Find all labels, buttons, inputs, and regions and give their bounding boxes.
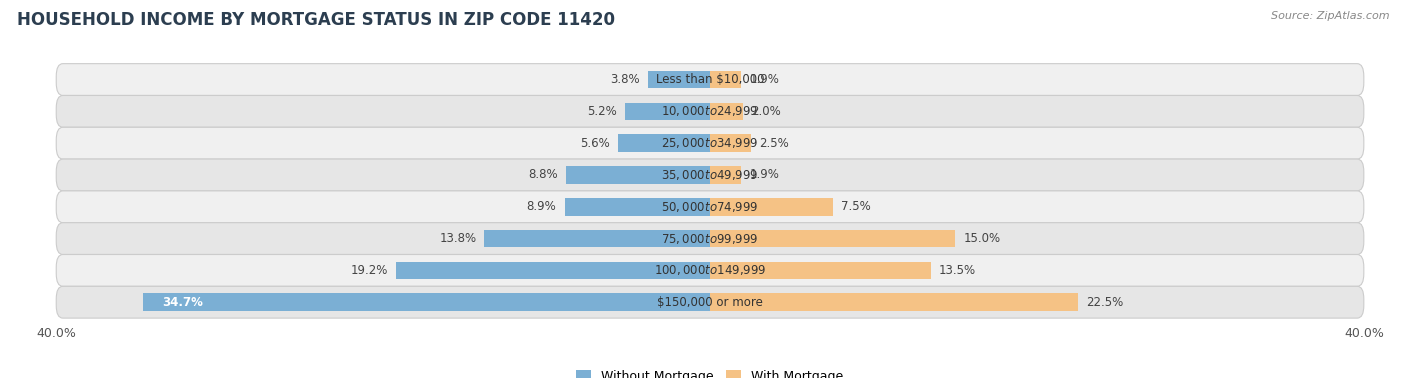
Text: $100,000 to $149,999: $100,000 to $149,999: [654, 263, 766, 277]
Text: Source: ZipAtlas.com: Source: ZipAtlas.com: [1271, 11, 1389, 21]
FancyBboxPatch shape: [56, 127, 1364, 159]
Text: 8.9%: 8.9%: [527, 200, 557, 213]
Bar: [710, 293, 1078, 311]
Bar: [485, 230, 710, 247]
Legend: Without Mortgage, With Mortgage: Without Mortgage, With Mortgage: [571, 365, 849, 378]
Text: 15.0%: 15.0%: [963, 232, 1001, 245]
Bar: [565, 198, 710, 215]
Text: $75,000 to $99,999: $75,000 to $99,999: [661, 232, 759, 246]
Text: 5.6%: 5.6%: [581, 137, 610, 150]
Text: 22.5%: 22.5%: [1085, 296, 1123, 309]
Text: 34.7%: 34.7%: [163, 296, 204, 309]
Text: $35,000 to $49,999: $35,000 to $49,999: [661, 168, 759, 182]
Text: 1.9%: 1.9%: [749, 73, 779, 86]
Text: 13.8%: 13.8%: [439, 232, 477, 245]
Bar: [396, 262, 710, 279]
FancyBboxPatch shape: [56, 191, 1364, 223]
Text: 1.9%: 1.9%: [749, 169, 779, 181]
Bar: [710, 102, 742, 120]
Text: 7.5%: 7.5%: [841, 200, 870, 213]
Bar: [710, 135, 751, 152]
Text: 3.8%: 3.8%: [610, 73, 640, 86]
Bar: [619, 135, 710, 152]
Bar: [710, 71, 741, 88]
Text: $150,000 or more: $150,000 or more: [657, 296, 763, 309]
FancyBboxPatch shape: [56, 286, 1364, 318]
Bar: [710, 166, 741, 184]
FancyBboxPatch shape: [56, 223, 1364, 254]
Text: HOUSEHOLD INCOME BY MORTGAGE STATUS IN ZIP CODE 11420: HOUSEHOLD INCOME BY MORTGAGE STATUS IN Z…: [17, 11, 614, 29]
Text: 2.5%: 2.5%: [759, 137, 789, 150]
Bar: [710, 262, 931, 279]
Bar: [567, 166, 710, 184]
Bar: [626, 102, 710, 120]
FancyBboxPatch shape: [56, 64, 1364, 96]
Bar: [648, 71, 710, 88]
Text: $25,000 to $34,999: $25,000 to $34,999: [661, 136, 759, 150]
Bar: [710, 198, 832, 215]
Bar: [710, 230, 955, 247]
FancyBboxPatch shape: [56, 254, 1364, 286]
Text: 13.5%: 13.5%: [939, 264, 976, 277]
Text: 5.2%: 5.2%: [588, 105, 617, 118]
Bar: [143, 293, 710, 311]
FancyBboxPatch shape: [56, 96, 1364, 127]
Text: $10,000 to $24,999: $10,000 to $24,999: [661, 104, 759, 118]
Text: Less than $10,000: Less than $10,000: [655, 73, 765, 86]
FancyBboxPatch shape: [56, 159, 1364, 191]
Text: 2.0%: 2.0%: [751, 105, 780, 118]
Text: 8.8%: 8.8%: [529, 169, 558, 181]
Text: $50,000 to $74,999: $50,000 to $74,999: [661, 200, 759, 214]
Text: 19.2%: 19.2%: [350, 264, 388, 277]
